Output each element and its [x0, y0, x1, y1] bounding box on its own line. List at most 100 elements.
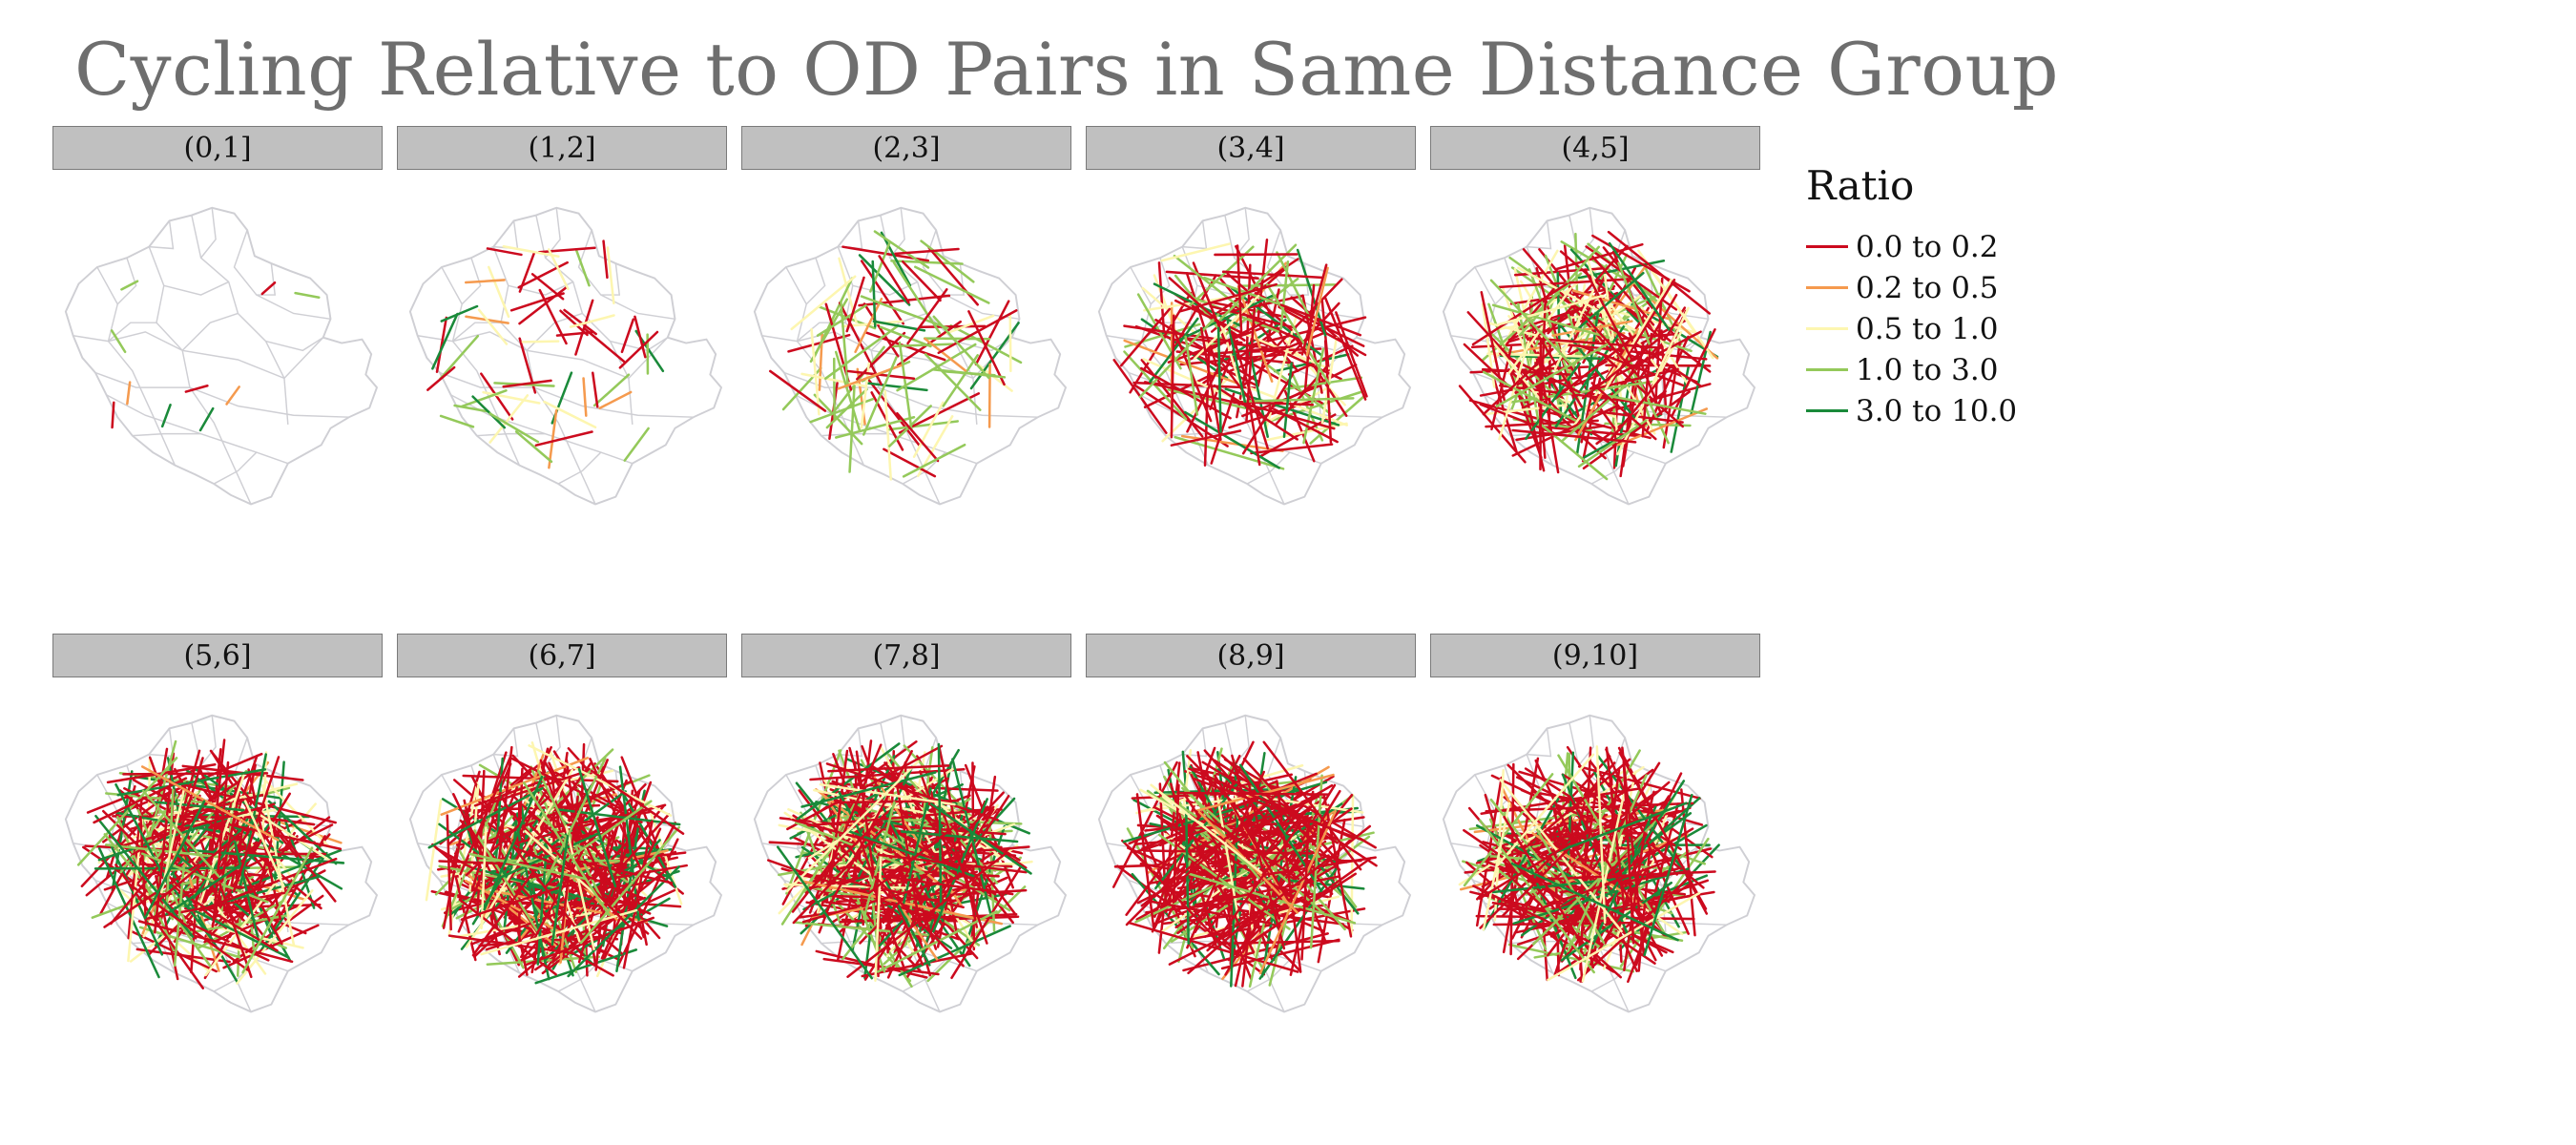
od-flow-line	[477, 308, 509, 345]
zone-boundary	[163, 281, 230, 296]
zone-boundary	[1590, 959, 1635, 992]
od-flow-line	[623, 795, 677, 888]
od-flow-line	[1568, 796, 1664, 957]
od-flow-line	[460, 389, 508, 408]
od-flow-line	[1237, 766, 1341, 871]
od-flow-line	[823, 888, 912, 983]
facet-map	[408, 206, 723, 506]
od-flow-line	[1182, 818, 1256, 954]
od-flow-line	[1229, 783, 1334, 846]
od-flow-line	[1604, 422, 1692, 427]
od-flow-line	[198, 406, 215, 432]
zone-boundary	[439, 371, 694, 418]
od-flow-line	[439, 767, 533, 845]
od-flow-line	[825, 762, 999, 822]
od-flow-line	[488, 394, 530, 444]
od-flow-line	[211, 904, 301, 944]
od-flow-line	[1576, 873, 1693, 982]
od-flow-line	[873, 230, 930, 269]
od-flow-line	[1231, 399, 1336, 430]
od-flow-line	[776, 845, 874, 980]
od-flow-line	[129, 884, 249, 971]
od-flow-line	[1350, 793, 1355, 936]
od-flow-line	[858, 765, 914, 878]
od-flow-line	[806, 853, 975, 890]
od-flow-line	[1561, 773, 1682, 851]
od-flow-line	[816, 303, 867, 337]
od-flow-line	[1276, 251, 1312, 320]
zone-boundary	[889, 207, 905, 259]
legend-item: 1.0 to 3.0	[1806, 349, 2017, 390]
zone-boundary	[1578, 715, 1594, 766]
od-flow-line	[209, 739, 226, 866]
od-flow-line	[846, 851, 1008, 978]
od-flow-line	[1138, 313, 1220, 399]
od-flow-line	[974, 300, 1010, 366]
facet-map	[408, 714, 723, 1013]
od-flow-line	[1548, 802, 1688, 857]
od-flow-line	[110, 844, 164, 956]
od-flow-line	[1577, 344, 1685, 387]
od-flow-line	[473, 866, 594, 902]
od-flow-line	[1160, 242, 1231, 262]
od-flow-line	[1178, 294, 1275, 342]
od-flow-line	[1222, 790, 1364, 814]
zone-boundary	[805, 258, 826, 305]
od-flow-line	[887, 420, 959, 431]
od-flow-line	[855, 750, 883, 929]
legend-item: 3.0 to 10.0	[1806, 390, 2017, 431]
od-flow-line	[1476, 755, 1611, 901]
legend-label: 3.0 to 10.0	[1856, 393, 2018, 428]
od-flow-line	[1226, 320, 1248, 409]
od-flow-line	[488, 265, 510, 319]
od-flow-line	[1245, 307, 1257, 422]
od-flow-line	[468, 852, 587, 881]
od-flow-line	[1616, 407, 1709, 447]
od-flow-line	[1173, 254, 1244, 311]
od-flow-line	[874, 848, 883, 982]
zone-boundary	[1527, 220, 1552, 250]
od-flow-line	[159, 789, 185, 894]
facet-strip-label: (7,8]	[741, 634, 1071, 677]
zone-boundary	[545, 715, 561, 766]
facet-strip-label: (6,7]	[397, 634, 727, 677]
od-flow-line	[460, 884, 570, 922]
od-flow-line	[545, 757, 607, 881]
legend-label: 0.5 to 1.0	[1856, 311, 1999, 346]
od-flow-line	[1651, 270, 1714, 360]
od-flow-line	[426, 365, 456, 391]
facet-map	[1442, 714, 1756, 1013]
od-flow-line	[435, 316, 448, 373]
od-flow-line	[1176, 791, 1330, 796]
od-flow-line	[1507, 368, 1607, 460]
od-flow-line	[1153, 282, 1242, 327]
od-flow-line	[1186, 770, 1266, 949]
od-flow-line	[439, 334, 480, 381]
zone-boundary	[149, 220, 175, 250]
od-flow-line	[1188, 767, 1355, 840]
od-flow-line	[1215, 815, 1307, 943]
facet-panel: (0,1]	[52, 126, 383, 622]
od-flow-line	[787, 333, 851, 353]
od-flow-line	[1511, 428, 1637, 444]
facet-map	[64, 206, 379, 506]
od-flow-line	[1227, 837, 1354, 962]
od-flow-line	[582, 377, 588, 417]
od-flow-line	[865, 382, 928, 392]
od-flow-line	[1242, 397, 1355, 403]
od-flow-line	[860, 295, 949, 329]
od-flow-line	[226, 822, 343, 850]
od-flow-line	[618, 330, 659, 369]
od-flow-line	[1527, 294, 1642, 375]
od-flow-line	[1535, 828, 1606, 945]
od-flow-line	[890, 343, 955, 348]
od-flow-line	[807, 767, 955, 860]
od-flow-line	[1570, 271, 1645, 335]
od-flow-line	[118, 772, 233, 789]
od-flow-line	[1507, 943, 1635, 973]
od-flow-line	[1213, 384, 1298, 441]
od-flow-line	[924, 353, 982, 411]
od-flow-line	[186, 921, 270, 962]
od-flow-line	[537, 246, 596, 254]
od-flow-line	[1551, 320, 1633, 337]
